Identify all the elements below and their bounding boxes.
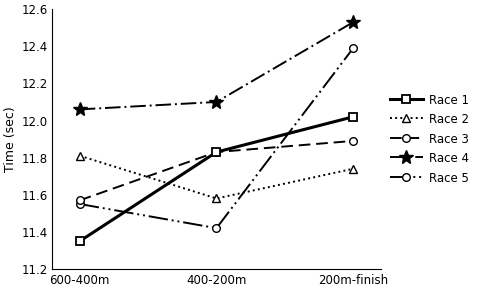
Line: Race 4: Race 4 [73,15,360,116]
Race 1 [214,150,219,154]
Race 5 [214,226,219,230]
Line: Race 5: Race 5 [76,44,357,232]
Race 3 [77,198,83,202]
Race 2 [77,154,83,157]
Race 5 [77,202,83,206]
Line: Race 3: Race 3 [76,137,357,204]
Race 4 [77,108,83,111]
Race 4 [350,20,356,24]
Race 3 [214,150,219,154]
Race 3 [350,139,356,143]
Race 2 [214,197,219,200]
Race 1 [77,239,83,243]
Race 1 [350,115,356,118]
Line: Race 2: Race 2 [76,152,357,202]
Race 4 [214,100,219,104]
Race 5 [350,46,356,50]
Y-axis label: Time (sec): Time (sec) [4,106,17,172]
Legend: Race 1, Race 2, Race 3, Race 4, Race 5: Race 1, Race 2, Race 3, Race 4, Race 5 [385,89,473,189]
Race 2 [350,167,356,171]
Line: Race 1: Race 1 [76,113,358,245]
